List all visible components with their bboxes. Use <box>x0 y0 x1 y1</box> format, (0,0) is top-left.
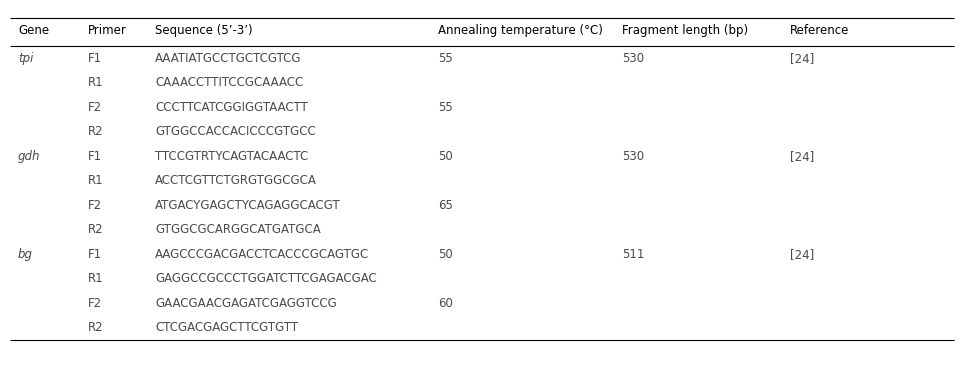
Text: 50: 50 <box>438 248 453 261</box>
Text: F2: F2 <box>88 199 102 212</box>
Text: GTGGCGCARGGCATGATGCA: GTGGCGCARGGCATGATGCA <box>155 223 321 236</box>
Text: 55: 55 <box>438 52 453 65</box>
Text: 50: 50 <box>438 150 453 163</box>
Text: [24]: [24] <box>790 150 815 163</box>
Text: GAACGAACGAGATCGAGGTCCG: GAACGAACGAGATCGAGGTCCG <box>155 297 336 310</box>
Text: CCCTTCATCGGIGGTAACTT: CCCTTCATCGGIGGTAACTT <box>155 101 308 114</box>
Text: F2: F2 <box>88 101 102 114</box>
Text: 511: 511 <box>622 248 644 261</box>
Text: R2: R2 <box>88 321 103 334</box>
Text: 530: 530 <box>622 52 644 65</box>
Text: 530: 530 <box>622 150 644 163</box>
Text: Annealing temperature (°C): Annealing temperature (°C) <box>438 24 602 37</box>
Text: CTCGACGAGCTTCGTGTT: CTCGACGAGCTTCGTGTT <box>155 321 298 334</box>
Text: Fragment length (bp): Fragment length (bp) <box>622 24 748 37</box>
Text: TTCCGTRTYCAGTACAACTC: TTCCGTRTYCAGTACAACTC <box>155 150 308 163</box>
Text: [24]: [24] <box>790 52 815 65</box>
Text: 60: 60 <box>438 297 453 310</box>
Text: R2: R2 <box>88 223 103 236</box>
Text: Primer: Primer <box>88 24 127 37</box>
Text: GAGGCCGCCCTGGATCTTCGAGACGAC: GAGGCCGCCCTGGATCTTCGAGACGAC <box>155 272 377 285</box>
Text: 65: 65 <box>438 199 453 212</box>
Text: F2: F2 <box>88 297 102 310</box>
Text: Gene: Gene <box>18 24 49 37</box>
Text: [24]: [24] <box>790 248 815 261</box>
Text: GTGGCCACCACICCCGTGCC: GTGGCCACCACICCCGTGCC <box>155 125 316 138</box>
Text: Sequence (5’-3’): Sequence (5’-3’) <box>155 24 253 37</box>
Text: F1: F1 <box>88 150 102 163</box>
Text: CAAACCTTITCCGCAAACC: CAAACCTTITCCGCAAACC <box>155 76 304 89</box>
Text: R2: R2 <box>88 125 103 138</box>
Text: R1: R1 <box>88 272 103 285</box>
Text: ACCTCGTTCTGRGTGGCGCA: ACCTCGTTCTGRGTGGCGCA <box>155 174 317 187</box>
Text: F1: F1 <box>88 52 102 65</box>
Text: R1: R1 <box>88 174 103 187</box>
Text: 55: 55 <box>438 101 453 114</box>
Text: F1: F1 <box>88 248 102 261</box>
Text: AAATIATGCCTGCTCGTCG: AAATIATGCCTGCTCGTCG <box>155 52 302 65</box>
Text: ATGACYGAGCTYCAGAGGCACGT: ATGACYGAGCTYCAGAGGCACGT <box>155 199 340 212</box>
Text: AAGCCCGACGACCTCACCCGCAGTGC: AAGCCCGACGACCTCACCCGCAGTGC <box>155 248 369 261</box>
Text: gdh: gdh <box>18 150 40 163</box>
Text: Reference: Reference <box>790 24 849 37</box>
Text: tpi: tpi <box>18 52 34 65</box>
Text: R1: R1 <box>88 76 103 89</box>
Text: bg: bg <box>18 248 33 261</box>
